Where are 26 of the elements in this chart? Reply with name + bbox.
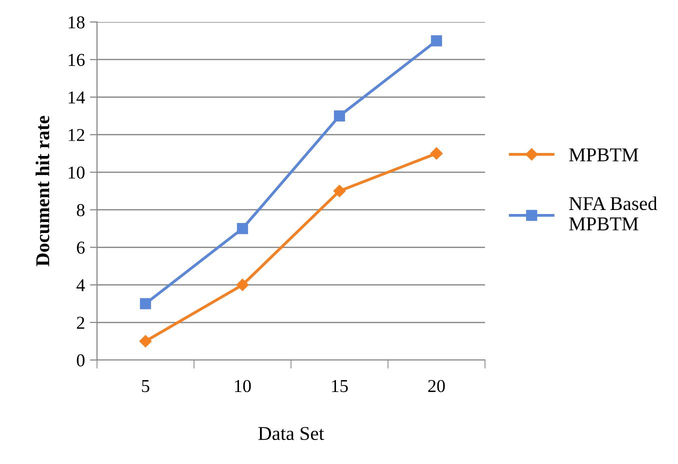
y-tick-label: 2 [76, 316, 84, 329]
point [236, 278, 249, 291]
y-axis-title: Document hit rate [36, 116, 50, 266]
point [430, 147, 443, 160]
point [334, 110, 346, 122]
y-tick-label: 18 [68, 16, 85, 28]
y-tick-label: 0 [76, 354, 85, 366]
y-tick-label: 8 [76, 204, 85, 216]
y-tick-label: 10 [68, 166, 85, 179]
legend-label: NFA Based MPBTM [569, 196, 658, 230]
point [140, 298, 152, 310]
y-tick-label: 4 [76, 279, 85, 292]
legend-label: MPBTM [569, 148, 638, 162]
point [333, 184, 346, 198]
x-tick-label: 5 [142, 380, 150, 392]
y-tick-label: 16 [68, 54, 85, 66]
point [236, 223, 248, 234]
point [430, 35, 442, 46]
y-tick-label: 12 [68, 128, 84, 141]
y-tick-label: 6 [76, 242, 85, 254]
x-tick-label: 20 [428, 380, 445, 392]
x-tick-label: 10 [235, 380, 251, 392]
y-tick-label: 14 [68, 91, 85, 104]
x-tick-label: 15 [332, 380, 348, 392]
point [139, 335, 152, 348]
x-axis-title: Data Set [258, 426, 324, 440]
